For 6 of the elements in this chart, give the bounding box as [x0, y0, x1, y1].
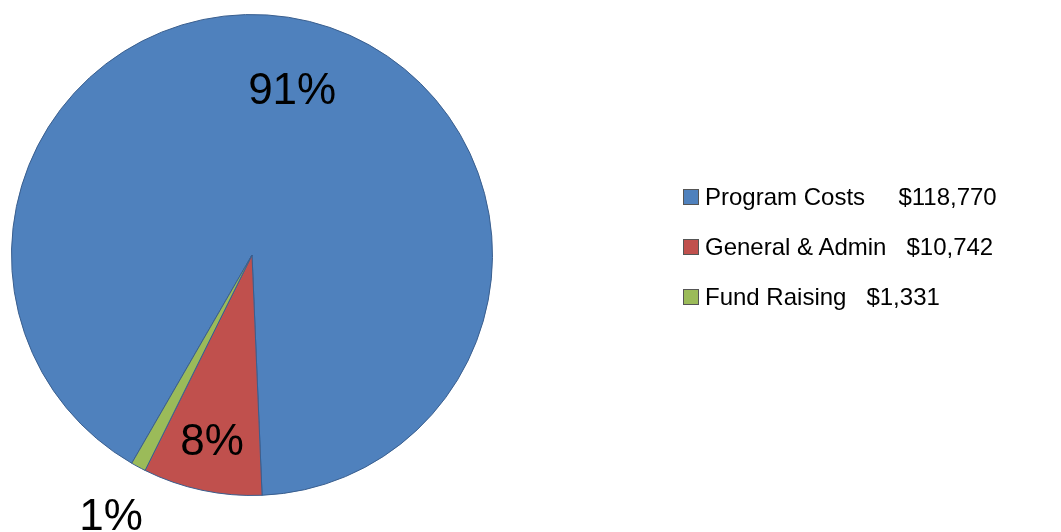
legend-label: Program Costs $118,770	[705, 183, 997, 211]
data-label: 1%	[79, 489, 143, 532]
data-label: 91%	[248, 63, 337, 113]
legend-label: General & Admin $10,742	[705, 233, 994, 261]
data-label: 8%	[180, 415, 244, 465]
legend-label: Fund Raising $1,331	[705, 283, 940, 311]
